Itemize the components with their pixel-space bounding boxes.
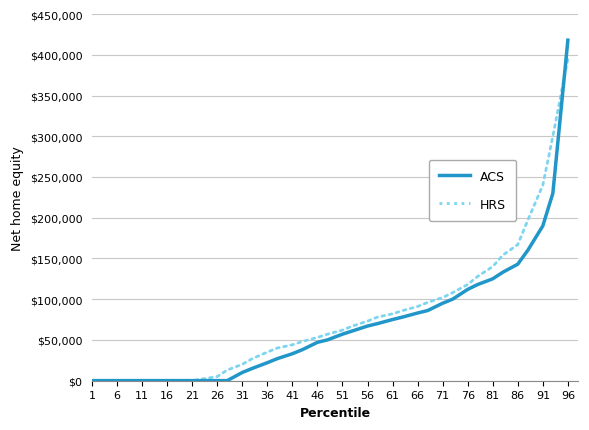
X-axis label: Percentile: Percentile — [299, 406, 370, 419]
Legend: ACS, HRS: ACS, HRS — [429, 160, 516, 221]
Y-axis label: Net home equity: Net home equity — [11, 146, 24, 250]
